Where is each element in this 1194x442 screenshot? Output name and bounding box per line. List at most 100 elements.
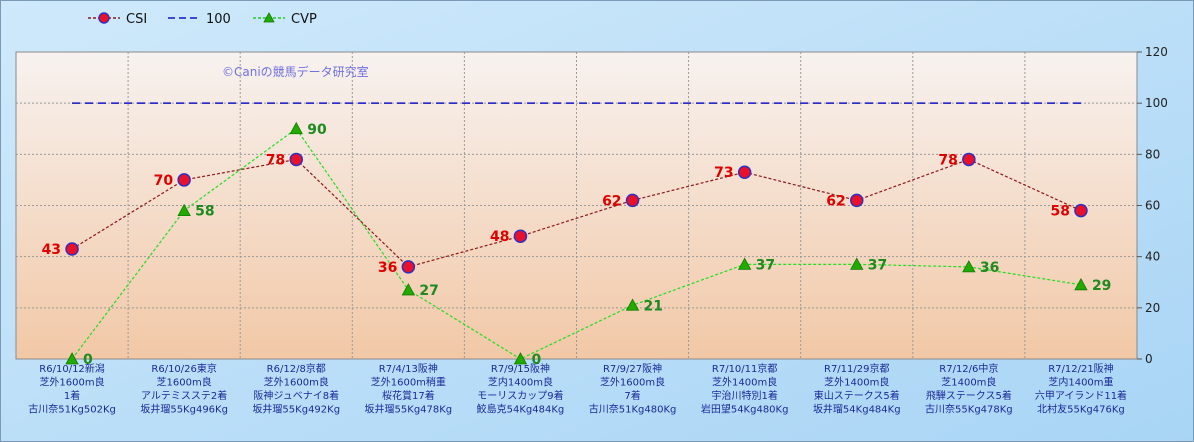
cvp-data-label: 90	[307, 122, 327, 138]
csi-point	[401, 260, 416, 274]
cvp-point	[625, 298, 640, 311]
x-category-label: 芝外1600m稍重	[371, 376, 446, 389]
legend-marker-triangle	[263, 12, 275, 23]
cvp-data-label: 58	[195, 204, 214, 220]
csi-data-label: 43	[42, 242, 61, 258]
csi-data-label: 73	[714, 165, 733, 181]
csi-point	[962, 152, 976, 167]
x-category-label: 鮫島克54Kg484Kg	[477, 403, 565, 416]
x-category-label: 東山ステークス5着	[814, 389, 900, 402]
x-axis-labels: R6/10/12新潟芝外1600m良1着古川奈51Kg502KgR6/10/26…	[28, 362, 1127, 416]
cvp-data-label: 0	[531, 352, 541, 368]
csi-data-label: 36	[378, 260, 397, 276]
x-category-label: 1着	[64, 389, 80, 402]
cvp-point	[65, 352, 79, 365]
csi-point	[177, 173, 191, 187]
x-category-label: 桜花賞17着	[382, 389, 435, 402]
y-tick-label: 120	[1145, 45, 1168, 59]
x-category-label: 芝外1600m良	[600, 376, 665, 389]
y-tick-label: 20	[1145, 301, 1160, 315]
x-category-label: R7/4/13阪神	[379, 362, 438, 375]
x-category-label: R6/12/8京都	[267, 362, 326, 375]
x-category-label: R7/9/15阪神	[491, 362, 550, 375]
x-category-label: 宇治川特別1着	[711, 389, 777, 402]
x-category-label: R7/10/11京都	[712, 362, 778, 375]
x-category-label: R6/10/26東京	[151, 362, 217, 375]
x-category-label: 六甲アイランド11着	[1035, 389, 1127, 402]
y-tick-label: 80	[1145, 147, 1160, 161]
x-category-label: 芝外1400m良	[824, 376, 889, 389]
y-tick-label: 60	[1145, 199, 1160, 213]
csi-data-label: 70	[154, 173, 174, 189]
x-category-label: R7/12/21阪神	[1048, 362, 1114, 375]
legend-marker-circle	[98, 12, 110, 24]
csi-data-label: 62	[602, 193, 621, 209]
x-category-label: モーリスカップ9着	[477, 389, 563, 402]
y-axis: 0 20 40 60 80 100 120	[1137, 45, 1168, 366]
csi-point	[625, 193, 640, 208]
x-category-label: 芝内1400m重	[1048, 376, 1113, 389]
x-category-label: 芝1600m良	[157, 376, 212, 389]
cvp-data-label: 0	[83, 352, 93, 368]
csi-data-label: 78	[938, 152, 957, 168]
x-category-label: 古川奈51Kg480Kg	[589, 403, 677, 416]
x-category-label: R6/10/12新潟	[39, 362, 105, 375]
x-category-label: 芝外1600m良	[264, 376, 329, 389]
csi-point	[513, 229, 528, 243]
x-category-label: 北村友55Kg476Kg	[1037, 403, 1125, 416]
x-category-label: 芝内1400m良	[488, 376, 553, 389]
x-category-label: 古川奈55Kg478Kg	[925, 403, 1013, 416]
cvp-point	[850, 257, 864, 270]
csi-data-label: 48	[490, 229, 509, 245]
series-csi-line	[71, 158, 1082, 268]
cvp-point	[401, 283, 416, 296]
y-tick-label: 40	[1145, 250, 1160, 264]
csi-point	[737, 165, 752, 179]
cvp-point	[177, 203, 191, 217]
series-csi: 43 70 78 36 48 62 73 62 78 58	[42, 152, 1088, 276]
cvp-point	[737, 257, 752, 270]
csi-data-label: 62	[826, 193, 845, 209]
legend-label: 100	[206, 12, 231, 27]
x-category-label: 坂井瑠54Kg484Kg	[813, 403, 901, 416]
x-category-label: 7着	[624, 389, 640, 402]
watermark-text: ©Caniの競馬データ研究室	[222, 64, 369, 79]
x-category-label: 芝外1600m良	[39, 376, 104, 389]
gridlines	[16, 52, 1137, 359]
x-category-label: 芝外1400m良	[712, 376, 777, 389]
cvp-data-label: 21	[644, 298, 663, 314]
series-cvp-line	[71, 127, 1082, 360]
x-category-label: 古川奈51Kg502Kg	[28, 403, 116, 416]
x-category-label: R7/9/27阪神	[603, 362, 662, 375]
cvp-point	[289, 121, 303, 135]
csi-point	[850, 193, 864, 208]
x-category-label: 芝1400m良	[941, 376, 996, 389]
legend-label: CSI	[126, 12, 147, 27]
x-category-label: アルテミスステ2着	[141, 389, 227, 402]
cvp-data-label: 27	[419, 283, 438, 299]
csi-point	[1074, 203, 1088, 218]
x-category-label: 坂井瑠55Kg492Kg	[252, 403, 340, 416]
cvp-point	[513, 352, 528, 365]
x-category-label: 岩田望54Kg480Kg	[701, 403, 789, 416]
csi-point	[289, 152, 303, 167]
x-category-label: 坂井瑠55Kg496Kg	[140, 403, 228, 416]
cvp-data-label: 37	[756, 257, 775, 273]
x-category-label: 坂井瑠55Kg478Kg	[365, 403, 453, 416]
series-cvp: 0 58 90 27 0 21 37 37 36 29	[65, 121, 1111, 368]
x-category-label: 阪神ジュベナイ8着	[253, 389, 339, 402]
csi-data-label: 58	[1050, 204, 1069, 220]
legend: CSI 100 CVP	[88, 12, 317, 27]
y-tick-label: 0	[1145, 352, 1153, 366]
cvp-data-label: 29	[1092, 278, 1111, 294]
x-category-label: R7/11/29京都	[824, 362, 890, 375]
legend-label: CVP	[291, 12, 317, 27]
y-tick-label: 100	[1145, 96, 1168, 110]
x-category-label: 飛騨ステークス5着	[926, 389, 1012, 402]
cvp-point	[1074, 277, 1088, 291]
cvp-point	[962, 260, 976, 273]
cvp-data-label: 36	[980, 260, 999, 276]
csi-data-label: 78	[266, 152, 285, 168]
